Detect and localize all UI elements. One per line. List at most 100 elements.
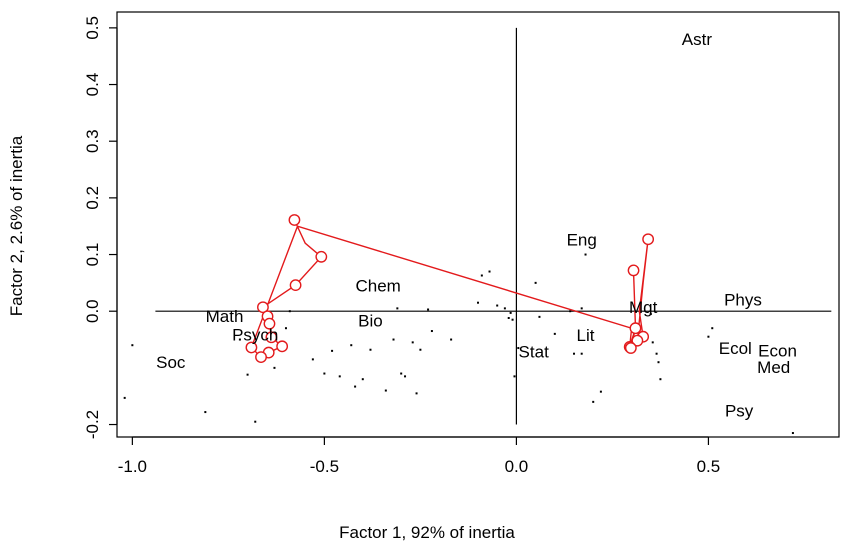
data-dot xyxy=(392,338,395,341)
y-tick-label: 0.4 xyxy=(83,73,102,97)
point-label: Bio xyxy=(358,311,383,330)
data-dot xyxy=(284,327,287,330)
point-label: Soc xyxy=(156,353,186,372)
data-dot xyxy=(404,375,407,378)
x-tick-label: 0.5 xyxy=(697,457,721,476)
point-label: Ecol xyxy=(719,339,752,358)
data-dot xyxy=(419,348,422,351)
data-dot xyxy=(411,341,414,344)
y-tick-label: 0.0 xyxy=(83,299,102,323)
data-dot xyxy=(711,327,714,330)
data-dot xyxy=(509,311,512,314)
data-dot xyxy=(338,375,341,378)
data-dot xyxy=(659,378,662,381)
dot-points xyxy=(123,253,794,435)
point-label: Mgt xyxy=(629,298,658,317)
x-axis: -1.0 -0.5 0.0 0.5 xyxy=(118,436,721,476)
y-axis: -0.2 0.0 0.1 0.2 0.3 0.4 0.5 xyxy=(83,16,118,439)
trajectory-marker xyxy=(629,322,642,335)
data-dot xyxy=(396,307,399,310)
data-dot xyxy=(651,341,654,344)
x-tick-label: 0.0 xyxy=(505,457,529,476)
trajectory-marker xyxy=(265,331,278,344)
data-dot xyxy=(477,301,479,304)
point-label: Econ xyxy=(758,341,797,360)
point-label: Phys xyxy=(724,290,762,309)
plot-frame xyxy=(116,11,840,438)
trajectory-marker xyxy=(289,279,302,292)
reference-lines xyxy=(155,27,832,425)
point-label: Chem xyxy=(355,276,400,295)
point-label: Math xyxy=(206,307,244,326)
data-dot xyxy=(273,366,276,369)
data-dot xyxy=(254,420,257,423)
trajectory-marker xyxy=(624,342,637,354)
point-label: Eng xyxy=(567,230,597,249)
trajectory-marker xyxy=(276,340,289,353)
data-dot xyxy=(517,347,520,350)
data-dot xyxy=(427,308,430,311)
data-dot xyxy=(350,344,353,347)
x-tick-label: -0.5 xyxy=(310,457,339,476)
point-label: Stat xyxy=(519,343,550,362)
trajectory-marker xyxy=(263,317,276,330)
x-tick-label: -1.0 xyxy=(118,457,147,476)
data-dot xyxy=(331,349,334,352)
y-tick-label: -0.2 xyxy=(83,410,102,439)
data-dot xyxy=(384,389,387,392)
data-dot xyxy=(791,432,794,435)
data-dot xyxy=(323,372,326,375)
point-label: Psy xyxy=(725,402,754,421)
y-tick-label: 0.5 xyxy=(83,16,102,40)
data-dot xyxy=(534,281,537,284)
data-dot xyxy=(204,411,207,414)
data-dot xyxy=(573,352,576,355)
data-dot xyxy=(503,307,506,310)
data-dot xyxy=(511,318,514,321)
point-label: Med xyxy=(757,358,790,377)
trajectory-marker xyxy=(255,351,267,363)
data-dot xyxy=(657,361,660,364)
data-dot xyxy=(569,310,572,313)
data-dot xyxy=(415,392,418,395)
y-tick-label: 0.1 xyxy=(83,243,102,267)
data-dot xyxy=(488,270,491,273)
data-dot xyxy=(369,348,372,351)
data-dot xyxy=(430,330,433,333)
trajectory-marker xyxy=(257,301,269,314)
data-dot xyxy=(450,338,453,341)
data-dot xyxy=(354,385,357,388)
data-dot xyxy=(592,400,595,403)
trajectory-marker xyxy=(245,341,258,354)
point-label: Lit xyxy=(577,326,595,345)
trajectory-marker xyxy=(642,233,655,246)
y-axis-title: Factor 2, 2.6% of inertia xyxy=(7,135,26,316)
data-dot xyxy=(599,390,602,393)
data-dot xyxy=(311,358,314,361)
data-dot xyxy=(580,352,583,355)
data-dot xyxy=(538,315,541,318)
trajectory-marker xyxy=(627,264,640,277)
data-dot xyxy=(649,313,652,316)
data-dot xyxy=(246,373,249,376)
data-dot xyxy=(513,375,516,378)
data-dot xyxy=(580,307,583,310)
data-dot xyxy=(400,372,403,375)
data-dot xyxy=(288,310,291,313)
data-dot xyxy=(496,304,499,307)
point-label: Psych xyxy=(232,326,278,345)
data-dot xyxy=(238,338,241,341)
data-dot xyxy=(131,344,134,347)
data-dot xyxy=(123,396,126,399)
point-label: Astr xyxy=(682,30,713,49)
trajectory-markers xyxy=(245,214,655,363)
data-dot xyxy=(707,335,710,338)
y-tick-label: 0.2 xyxy=(83,186,102,210)
data-dot xyxy=(507,317,510,319)
data-dot xyxy=(480,274,483,277)
x-axis-title: Factor 1, 92% of inertia xyxy=(339,523,515,542)
data-dot xyxy=(553,332,556,335)
trajectory-marker xyxy=(315,250,328,263)
data-dot xyxy=(361,378,364,381)
